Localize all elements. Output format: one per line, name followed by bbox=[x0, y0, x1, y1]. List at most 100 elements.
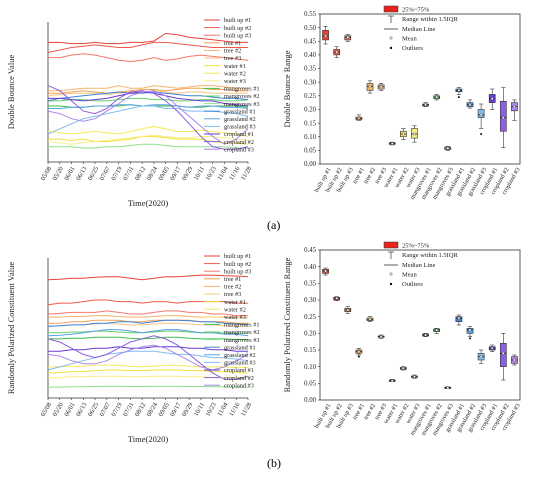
box-cropland-1 bbox=[488, 344, 496, 352]
mean-marker bbox=[379, 85, 383, 88]
mean-marker bbox=[324, 269, 327, 273]
legend-label: built up #1 bbox=[224, 253, 251, 260]
box-chart-3: 0.00 0.05 0.10 0.15 0.20 0.25 0.30 0.35 0.40 0.45… bbox=[282, 241, 522, 437]
outlier-point bbox=[457, 96, 460, 99]
box-water-3 bbox=[411, 374, 418, 379]
y-tick-label: 0.20 bbox=[304, 331, 316, 338]
series-line-grassland-3 bbox=[47, 350, 249, 371]
box-tree-1 bbox=[355, 114, 363, 121]
legend-label: built up #3 bbox=[224, 32, 251, 39]
y-tick-label: 0.25 bbox=[304, 314, 316, 321]
box-built-up-2 bbox=[333, 46, 341, 58]
mean-marker bbox=[413, 375, 416, 378]
series-line-built-up-2 bbox=[47, 299, 248, 306]
series-line-cropland-3 bbox=[47, 90, 249, 145]
mean-marker bbox=[368, 85, 372, 88]
legend-label: water #2 bbox=[224, 70, 246, 77]
legend-label: tree #2 bbox=[224, 284, 241, 291]
box-cropland-2 bbox=[499, 87, 507, 148]
x-tick-label: 09/29 bbox=[181, 166, 194, 182]
legend-label: tree #1 bbox=[224, 276, 241, 283]
box-water-2 bbox=[399, 128, 407, 140]
y-tick-label: 0.10 bbox=[304, 134, 316, 141]
panel-label-b: (b) bbox=[267, 456, 281, 470]
mean-marker bbox=[435, 96, 438, 99]
legend-label: tree #3 bbox=[224, 55, 241, 62]
mean-marker bbox=[446, 147, 449, 150]
legend-label: mangroves #2 bbox=[224, 93, 260, 100]
x-tick-label: 06/25 bbox=[87, 166, 100, 182]
x-tick-label: 07/19 bbox=[110, 402, 123, 418]
legend-label: cropland #3 bbox=[224, 382, 254, 389]
legend-swatch-iqr bbox=[383, 5, 399, 13]
legend-label: tree #1 bbox=[224, 40, 241, 47]
legend-swatch-outlier bbox=[389, 46, 393, 50]
legend-label: grassland #2 bbox=[224, 116, 256, 123]
box-built-up-3 bbox=[344, 306, 352, 314]
y-axis-label: Randomly Polarized Constituent Range bbox=[282, 257, 292, 392]
series-line-water-2 bbox=[48, 364, 248, 368]
box-grassland-1 bbox=[455, 314, 463, 326]
x-tick-label: 05/20 bbox=[51, 166, 64, 182]
legend-label: cropland #3 bbox=[224, 146, 254, 153]
x-tick-label: 11/28 bbox=[240, 166, 253, 182]
y-tick-label: 0.00 bbox=[304, 161, 316, 168]
box-iqr bbox=[499, 343, 507, 367]
box-tree-1 bbox=[355, 348, 363, 358]
y-tick-label: 0.55 bbox=[304, 11, 316, 18]
legend-label-range: Range within 1.5IQR bbox=[402, 16, 458, 23]
box-tree-3 bbox=[377, 334, 385, 339]
legend-label: water #2 bbox=[224, 306, 246, 313]
box-cropland-3 bbox=[511, 99, 518, 121]
legend-label: mangroves #3 bbox=[224, 101, 260, 108]
legend-label: cropland #2 bbox=[224, 375, 254, 382]
outlier-point bbox=[480, 133, 483, 135]
mean-marker bbox=[479, 113, 483, 117]
y-tick-label: 0.45 bbox=[304, 247, 316, 254]
box-iqr bbox=[477, 109, 485, 118]
x-tick-label: 08/12 bbox=[134, 166, 147, 182]
mean-marker bbox=[502, 352, 505, 355]
legend-label-mean: Mean bbox=[402, 36, 418, 43]
y-tick-label: 0.25 bbox=[304, 93, 316, 100]
box-mangroves-3 bbox=[444, 145, 452, 151]
mean-marker bbox=[391, 379, 394, 382]
box-legend: 25%~75% Range within 1.5IQR Median Line Mea… bbox=[383, 241, 458, 288]
x-tick-label: 10/23 bbox=[204, 402, 217, 418]
y-tick-label: 0.35 bbox=[304, 66, 316, 73]
plot-frame bbox=[319, 249, 521, 401]
x-tick-label: 08/12 bbox=[134, 402, 147, 418]
mean-marker bbox=[335, 51, 338, 54]
box-grassland-2 bbox=[466, 99, 474, 109]
y-tick-label: 0.30 bbox=[304, 297, 316, 304]
line-chart-2: 05/0805/2006/0106/1306/2507/0707/1907/31… bbox=[6, 253, 260, 444]
legend-label: built up #1 bbox=[224, 17, 251, 24]
mean-marker bbox=[457, 89, 461, 92]
series-line-water-1 bbox=[47, 369, 249, 374]
y-tick-label: 0.10 bbox=[304, 364, 316, 371]
y-axis-label: Randomly Polarized Constituent Value bbox=[6, 262, 16, 395]
series-line-grassland-1 bbox=[47, 319, 249, 327]
mean-marker bbox=[513, 358, 516, 362]
box-built-up-1 bbox=[322, 25, 329, 45]
x-tick-label: 10/23 bbox=[204, 166, 217, 182]
y-tick-label: 0.20 bbox=[304, 107, 316, 114]
y-axis-label: Double Bounce Range bbox=[282, 50, 292, 127]
legend-label-iqr: 25%~75% bbox=[402, 243, 430, 250]
box-grassland-3 bbox=[477, 349, 485, 364]
legend-swatch-outlier bbox=[389, 282, 393, 286]
series-line-built-up-2 bbox=[47, 41, 248, 53]
mean-marker bbox=[402, 367, 405, 370]
legend-label: mangroves #1 bbox=[224, 322, 260, 329]
series-line-water-2 bbox=[47, 125, 249, 137]
legend-label: grassland #2 bbox=[224, 352, 256, 359]
legend-label: cropland #1 bbox=[224, 131, 254, 138]
box-grassland-3 bbox=[477, 103, 485, 135]
mean-marker bbox=[513, 105, 516, 108]
series-line-mangroves-1 bbox=[48, 336, 248, 340]
mean-marker bbox=[479, 355, 483, 358]
legend-label: grassland #3 bbox=[224, 124, 256, 131]
legend-label-range: Range within 1.5IQR bbox=[402, 252, 458, 259]
x-axis-label: Time(2020) bbox=[128, 434, 168, 444]
